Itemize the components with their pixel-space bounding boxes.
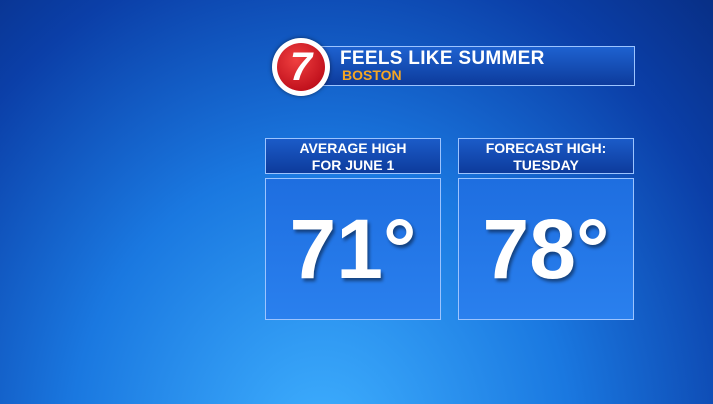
title: FEELS LIKE SUMMER	[340, 48, 545, 69]
label-line: TUESDAY	[513, 157, 579, 173]
panel-value: 71°	[265, 178, 441, 320]
logo: 7	[272, 38, 330, 96]
header-bar	[285, 46, 635, 86]
logo-text: 7	[277, 43, 325, 91]
label-line: AVERAGE HIGH	[299, 140, 407, 156]
subtitle: BOSTON	[342, 67, 402, 83]
panel-value: 78°	[458, 178, 634, 320]
panel-label: FORECAST HIGH: TUESDAY	[458, 138, 634, 174]
label-line: FORECAST HIGH:	[485, 140, 607, 156]
label-line: FOR JUNE 1	[311, 157, 395, 173]
panel-label: AVERAGE HIGH FOR JUNE 1	[265, 138, 441, 174]
